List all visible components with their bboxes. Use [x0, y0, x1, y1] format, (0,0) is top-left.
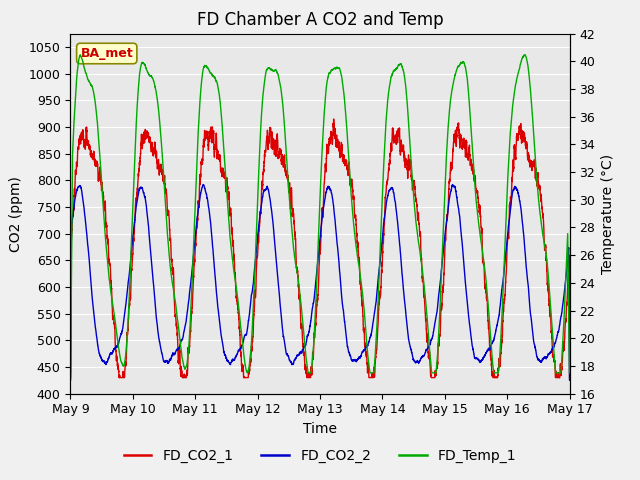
FD_Temp_1	[439, 236, 447, 242]
FD_CO2_1	[366, 375, 374, 381]
Line: FD_CO2_1: FD_CO2_1	[70, 119, 570, 378]
Title: FD Chamber A CO2 and Temp: FD Chamber A CO2 and Temp	[196, 11, 444, 29]
FD_CO2_1	[157, 161, 165, 167]
FD_Temp_1	[366, 369, 374, 374]
Y-axis label: CO2 (ppm): CO2 (ppm)	[9, 176, 23, 252]
FD_Temp_1	[67, 370, 74, 376]
FD_Temp_1	[522, 52, 529, 58]
Y-axis label: Temperature (°C): Temperature (°C)	[601, 154, 615, 274]
FD_CO2_1	[330, 116, 337, 122]
FD_CO2_2	[566, 377, 573, 383]
FD_CO2_2	[477, 359, 484, 365]
Text: BA_met: BA_met	[81, 47, 133, 60]
FD_Temp_1	[391, 68, 399, 73]
X-axis label: Time: Time	[303, 422, 337, 436]
FD_Temp_1	[566, 370, 573, 376]
FD_CO2_1	[257, 204, 265, 209]
FD_CO2_1	[477, 223, 484, 228]
FD_Temp_1	[257, 118, 265, 124]
FD_Temp_1	[477, 237, 484, 243]
FD_CO2_2	[391, 198, 399, 204]
FD_CO2_2	[366, 335, 374, 341]
FD_CO2_2	[257, 204, 265, 209]
FD_CO2_1	[391, 135, 399, 141]
FD_CO2_2	[200, 182, 207, 188]
Legend: FD_CO2_1, FD_CO2_2, FD_Temp_1: FD_CO2_1, FD_CO2_2, FD_Temp_1	[118, 443, 522, 468]
FD_Temp_1	[157, 136, 165, 142]
FD_CO2_1	[439, 289, 447, 295]
Line: FD_Temp_1: FD_Temp_1	[70, 55, 570, 373]
FD_CO2_1	[566, 375, 573, 381]
FD_CO2_2	[157, 348, 165, 353]
FD_CO2_2	[439, 252, 447, 258]
Line: FD_CO2_2: FD_CO2_2	[70, 185, 570, 380]
FD_CO2_1	[67, 375, 74, 381]
FD_CO2_2	[67, 377, 74, 383]
